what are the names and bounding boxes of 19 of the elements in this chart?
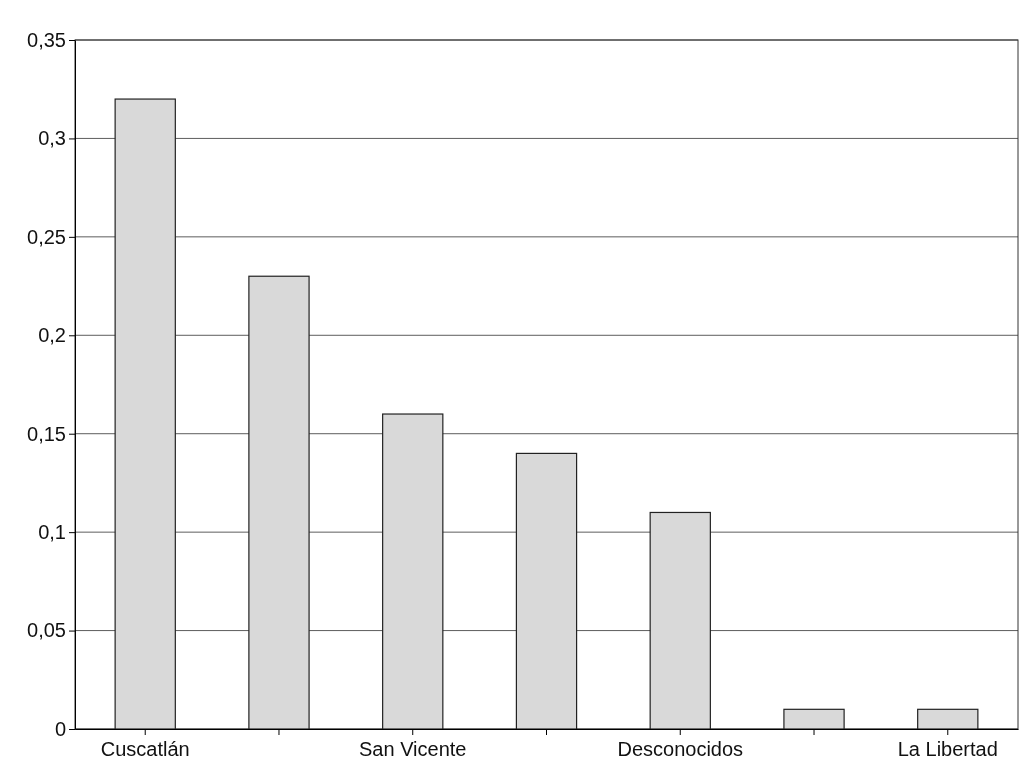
y-tick-label: 0,1 bbox=[38, 521, 66, 544]
y-tick-label: 0,3 bbox=[38, 127, 66, 150]
y-tick-label: 0,05 bbox=[27, 619, 66, 642]
y-tick-label: 0 bbox=[54, 717, 66, 740]
x-tick-label: La Libertad bbox=[897, 738, 998, 760]
bar bbox=[649, 511, 711, 730]
x-tick-label: San Vicente bbox=[358, 738, 467, 760]
y-tick-label: 0,25 bbox=[27, 225, 66, 248]
bar bbox=[114, 98, 176, 730]
bar bbox=[515, 452, 578, 730]
x-tick-label: Desconocidos bbox=[617, 738, 744, 760]
bar bbox=[382, 413, 444, 730]
bar bbox=[783, 708, 845, 730]
y-tick-label: 0,2 bbox=[38, 324, 66, 347]
y-tick-label: 0,35 bbox=[27, 28, 66, 51]
bar bbox=[917, 708, 979, 730]
y-tick-label: 0,15 bbox=[27, 422, 66, 445]
x-tick-label: Cuscatlán bbox=[100, 738, 190, 760]
bar bbox=[248, 275, 310, 730]
